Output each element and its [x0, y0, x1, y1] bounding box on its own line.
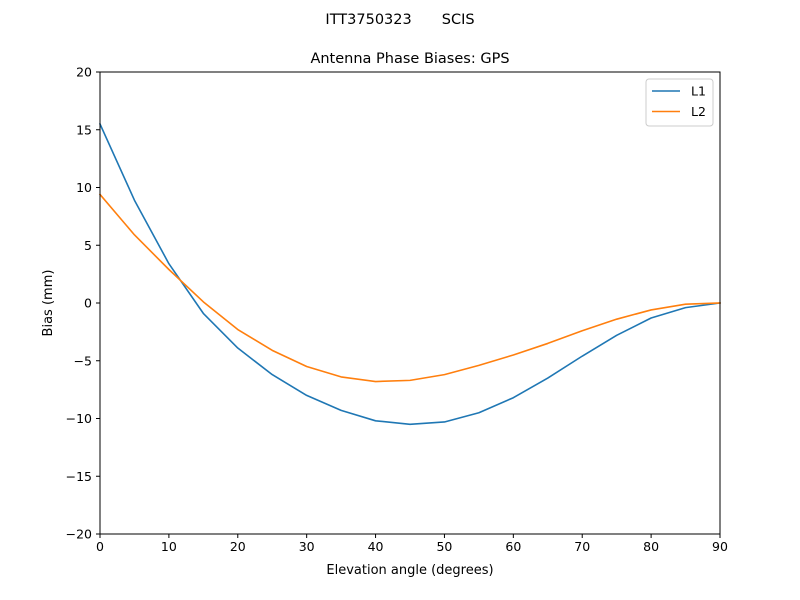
station-name: ITT3750323	[325, 12, 411, 28]
plot-frame	[99, 71, 721, 535]
x-axis-label: Elevation angle (degrees)	[326, 563, 493, 578]
plot-content	[98, 122, 721, 426]
series-line-l2	[98, 193, 721, 383]
x-tick-label: 80	[643, 539, 659, 554]
legend-label-l2: L2	[691, 104, 706, 119]
x-tick-label: 0	[96, 539, 104, 554]
chart-title: Antenna Phase Biases: GPS	[310, 51, 509, 67]
x-tick-label: 90	[712, 539, 728, 554]
y-tick-label: 15	[76, 122, 92, 137]
y-tick-label: 20	[76, 65, 92, 80]
y-tick-label: −5	[74, 353, 92, 368]
chart-suptitle: ITT3750323 SCIS	[325, 12, 474, 28]
x-tick-label: 30	[299, 539, 315, 554]
x-tick-label: 70	[574, 539, 590, 554]
y-tick-label: 5	[84, 238, 92, 253]
y-tick-label: −15	[66, 469, 92, 484]
legend-label-l1: L1	[691, 84, 706, 99]
y-axis: −20 −15 −10 −5 0 5 10 15 20	[66, 65, 100, 542]
y-tick-label: 0	[84, 296, 92, 311]
x-axis: 0 10 20 30 40 50 60 70 80 90	[96, 534, 728, 554]
y-tick-label: −10	[66, 411, 92, 426]
x-tick-label: 20	[230, 539, 246, 554]
x-tick-label: 10	[161, 539, 177, 554]
y-tick-label: 10	[76, 180, 92, 195]
x-tick-label: 60	[505, 539, 521, 554]
x-tick-label: 50	[436, 539, 452, 554]
series-line-l1	[98, 122, 721, 426]
antenna-name: SCIS	[442, 12, 475, 28]
y-axis-label: Bias (mm)	[41, 270, 56, 337]
y-tick-label: −20	[66, 527, 92, 542]
x-tick-label: 40	[368, 539, 384, 554]
